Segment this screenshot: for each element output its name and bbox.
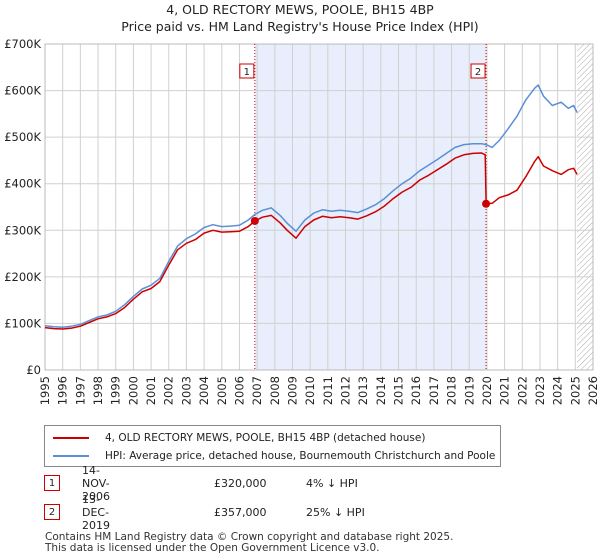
x-tick-label: 2020: [480, 376, 494, 405]
legend-item-hpi: HPI: Average price, detached house, Bour…: [53, 448, 495, 464]
y-tick-label: £200K: [4, 270, 41, 284]
x-tick-label: 1997: [73, 376, 87, 405]
x-tick-label: 2016: [409, 376, 423, 405]
legend-swatch-hpi: [53, 455, 89, 457]
y-tick-label: £300K: [4, 223, 41, 237]
sale-row-2: 2 13-DEC-2019 £357,000 25% ↓ HPI: [44, 493, 365, 532]
footer-attribution: Contains HM Land Registry data © Crown c…: [45, 532, 453, 554]
x-tick-label: 2001: [144, 376, 158, 405]
sale-hpi-1: 4% ↓ HPI: [306, 476, 358, 490]
sale-label-box: [239, 63, 255, 79]
y-tick-label: £0: [26, 363, 41, 377]
sale-badge-1: 1: [44, 475, 60, 491]
sale-date-1: 14-NOV-2006: [82, 463, 110, 503]
legend-label-property: 4, OLD RECTORY MEWS, POOLE, BH15 4BP (de…: [105, 432, 426, 444]
x-tick-label: 2006: [232, 376, 246, 405]
property-price-line: [44, 152, 578, 330]
hpi-line: [44, 84, 578, 328]
y-tick-label: £600K: [4, 84, 41, 98]
y-tick-label: £500K: [4, 130, 41, 144]
x-tick-label: 2018: [445, 376, 459, 405]
x-tick-label: 2010: [303, 376, 317, 405]
x-tick-label: 2003: [179, 376, 193, 405]
x-tick-label: 2011: [321, 376, 335, 405]
y-tick-label: £400K: [4, 177, 41, 191]
x-tick-label: 1996: [56, 376, 70, 405]
footer-line2: This data is licensed under the Open Gov…: [45, 542, 380, 554]
chart-title-line1: 4, OLD RECTORY MEWS, POOLE, BH15 4BP: [166, 2, 434, 17]
legend-label-hpi: HPI: Average price, detached house, Bour…: [105, 450, 496, 462]
x-tick-label: 1999: [109, 376, 123, 405]
sale-badge-2: 2: [44, 504, 60, 520]
sale-price-1: £320,000: [214, 476, 267, 490]
x-tick-label: 2024: [551, 376, 565, 405]
y-tick-label: £700K: [4, 37, 41, 51]
x-tick-label: 2019: [462, 376, 476, 405]
sale-date-2: 13-DEC-2019: [82, 492, 110, 532]
x-tick-label: 1998: [91, 376, 105, 405]
sale-label-text: 2: [475, 67, 481, 78]
x-tick-label: 2017: [427, 376, 441, 405]
x-tick-label: 2025: [568, 376, 582, 405]
sale-point: [482, 199, 491, 208]
x-tick-label: 2007: [250, 376, 264, 405]
x-tick-label: 2008: [268, 376, 282, 405]
x-tick-label: 2014: [374, 376, 388, 405]
sale-price-2: £357,000: [214, 505, 267, 519]
x-tick-label: 1995: [38, 376, 52, 405]
x-tick-label: 2022: [515, 376, 529, 405]
forecast-hatch: [577, 44, 593, 370]
price-chart: 4, OLD RECTORY MEWS, POOLE, BH15 4BP Pri…: [4, 2, 600, 405]
x-tick-label: 2013: [356, 376, 370, 405]
x-tick-label: 2023: [533, 376, 547, 405]
x-tick-label: 2021: [498, 376, 512, 405]
x-tick-label: 2004: [197, 376, 211, 405]
x-tick-label: 2002: [162, 376, 176, 405]
y-tick-label: £100K: [4, 316, 41, 330]
sale-point: [250, 216, 259, 225]
x-tick-label: 2012: [339, 376, 353, 405]
chart-legend: 4, OLD RECTORY MEWS, POOLE, BH15 4BP (de…: [44, 425, 501, 467]
legend-item-property: 4, OLD RECTORY MEWS, POOLE, BH15 4BP (de…: [53, 430, 425, 446]
x-tick-label: 2026: [586, 376, 600, 405]
x-tick-label: 2015: [392, 376, 406, 405]
sale-hpi-2: 25% ↓ HPI: [306, 505, 365, 519]
sale-row-1: 1 14-NOV-2006 £320,000 4% ↓ HPI: [44, 464, 358, 503]
sale-label-text: 1: [244, 67, 250, 78]
plot-frame: [44, 43, 594, 371]
footer-line1: Contains HM Land Registry data © Crown c…: [45, 531, 454, 543]
x-tick-label: 2000: [126, 376, 140, 405]
x-tick-label: 2009: [285, 376, 299, 405]
chart-title-line2: Price paid vs. HM Land Registry's House …: [121, 19, 478, 34]
legend-swatch-property: [53, 437, 89, 439]
x-tick-label: 2005: [215, 376, 229, 405]
sale-label-box: [470, 63, 486, 79]
